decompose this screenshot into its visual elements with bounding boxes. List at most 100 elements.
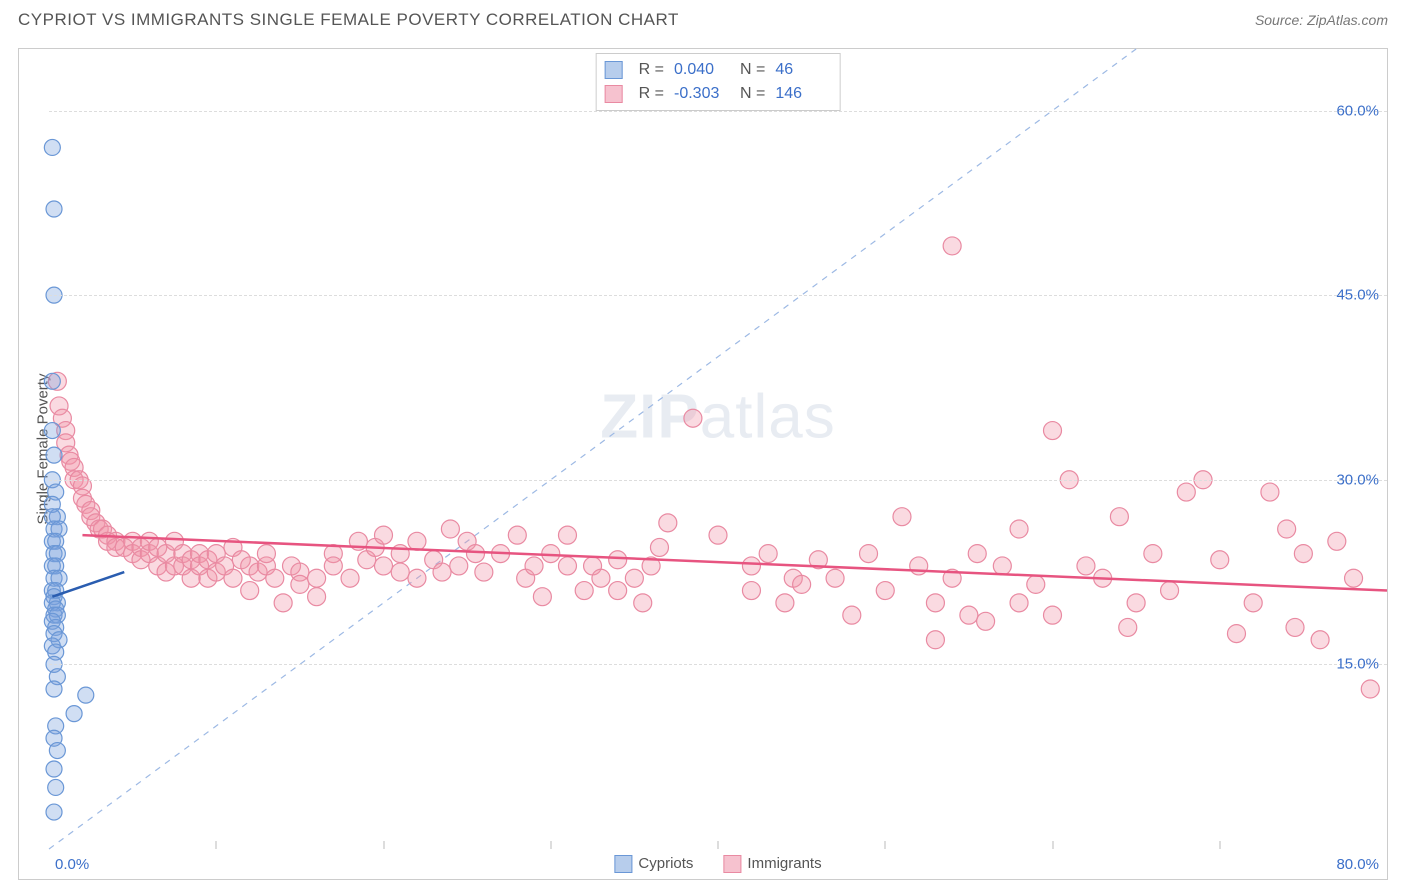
y-tick-label: 30.0%: [1336, 471, 1379, 488]
data-point: [1177, 483, 1195, 501]
data-point: [341, 569, 359, 587]
data-point: [650, 538, 668, 556]
data-point: [408, 532, 426, 550]
data-point: [1211, 551, 1229, 569]
data-point: [709, 526, 727, 544]
data-point: [49, 743, 65, 759]
data-point: [48, 779, 64, 795]
data-point: [609, 551, 627, 569]
data-point: [1044, 606, 1062, 624]
data-point: [1311, 631, 1329, 649]
data-point: [926, 631, 944, 649]
data-point: [224, 569, 242, 587]
data-point: [759, 545, 777, 563]
data-point: [533, 588, 551, 606]
data-point: [391, 563, 409, 581]
data-point: [1361, 680, 1379, 698]
data-point: [408, 569, 426, 587]
data-point: [793, 575, 811, 593]
data-point: [1294, 545, 1312, 563]
chart-container: Single Female Poverty ZIPatlas R = 0.040…: [18, 48, 1388, 880]
data-point: [558, 526, 576, 544]
data-point: [78, 687, 94, 703]
data-point: [1110, 508, 1128, 526]
data-point: [525, 557, 543, 575]
data-point: [1044, 422, 1062, 440]
data-point: [943, 237, 961, 255]
data-point: [441, 520, 459, 538]
data-point: [1127, 594, 1145, 612]
chart-title: CYPRIOT VS IMMIGRANTS SINGLE FEMALE POVE…: [18, 10, 679, 30]
data-point: [66, 706, 82, 722]
y-tick-label: 60.0%: [1336, 102, 1379, 119]
data-point: [324, 557, 342, 575]
data-point: [46, 804, 62, 820]
data-point: [375, 526, 393, 544]
data-point: [926, 594, 944, 612]
data-point: [960, 606, 978, 624]
data-point: [1119, 618, 1137, 636]
data-point: [1261, 483, 1279, 501]
legend-swatch-cypriots-b: [614, 855, 632, 873]
bottom-legend: Cypriots Immigrants: [614, 855, 821, 873]
data-point: [575, 582, 593, 600]
data-point: [826, 569, 844, 587]
data-point: [876, 582, 894, 600]
data-point: [1227, 625, 1245, 643]
data-point: [1328, 532, 1346, 550]
data-point: [860, 545, 878, 563]
data-point: [609, 582, 627, 600]
x-max-label: 80.0%: [1336, 856, 1379, 873]
data-point: [893, 508, 911, 526]
source-label: Source: ZipAtlas.com: [1255, 12, 1388, 28]
data-point: [776, 594, 794, 612]
data-point: [1010, 594, 1028, 612]
data-point: [46, 681, 62, 697]
data-point: [375, 557, 393, 575]
data-point: [625, 569, 643, 587]
data-point: [44, 139, 60, 155]
data-point: [266, 569, 284, 587]
data-point: [1244, 594, 1262, 612]
data-point: [558, 557, 576, 575]
data-point: [274, 594, 292, 612]
data-point: [910, 557, 928, 575]
data-point: [475, 563, 493, 581]
data-point: [308, 569, 326, 587]
data-point: [1286, 618, 1304, 636]
data-point: [450, 557, 468, 575]
data-point: [308, 588, 326, 606]
data-point: [1278, 520, 1296, 538]
data-point: [1077, 557, 1095, 575]
data-point: [684, 409, 702, 427]
data-point: [241, 582, 259, 600]
scatter-svg: [49, 49, 1387, 849]
data-point: [46, 447, 62, 463]
data-point: [977, 612, 995, 630]
data-point: [742, 557, 760, 575]
data-point: [1144, 545, 1162, 563]
plot-area: Single Female Poverty ZIPatlas R = 0.040…: [49, 49, 1387, 849]
legend-swatch-immigrants-b: [723, 855, 741, 873]
data-point: [466, 545, 484, 563]
data-point: [1010, 520, 1028, 538]
data-point: [1345, 569, 1363, 587]
data-point: [44, 423, 60, 439]
data-point: [1161, 582, 1179, 600]
data-point: [46, 201, 62, 217]
y-tick-label: 45.0%: [1336, 287, 1379, 304]
data-point: [257, 545, 275, 563]
x-min-label: 0.0%: [55, 856, 89, 873]
data-point: [1027, 575, 1045, 593]
data-point: [44, 373, 60, 389]
data-point: [508, 526, 526, 544]
legend-item-cypriots: Cypriots: [614, 855, 693, 873]
data-point: [968, 545, 986, 563]
data-point: [592, 569, 610, 587]
data-point: [46, 761, 62, 777]
data-point: [742, 582, 760, 600]
data-point: [993, 557, 1011, 575]
data-point: [433, 563, 451, 581]
data-point: [634, 594, 652, 612]
y-tick-label: 15.0%: [1336, 656, 1379, 673]
